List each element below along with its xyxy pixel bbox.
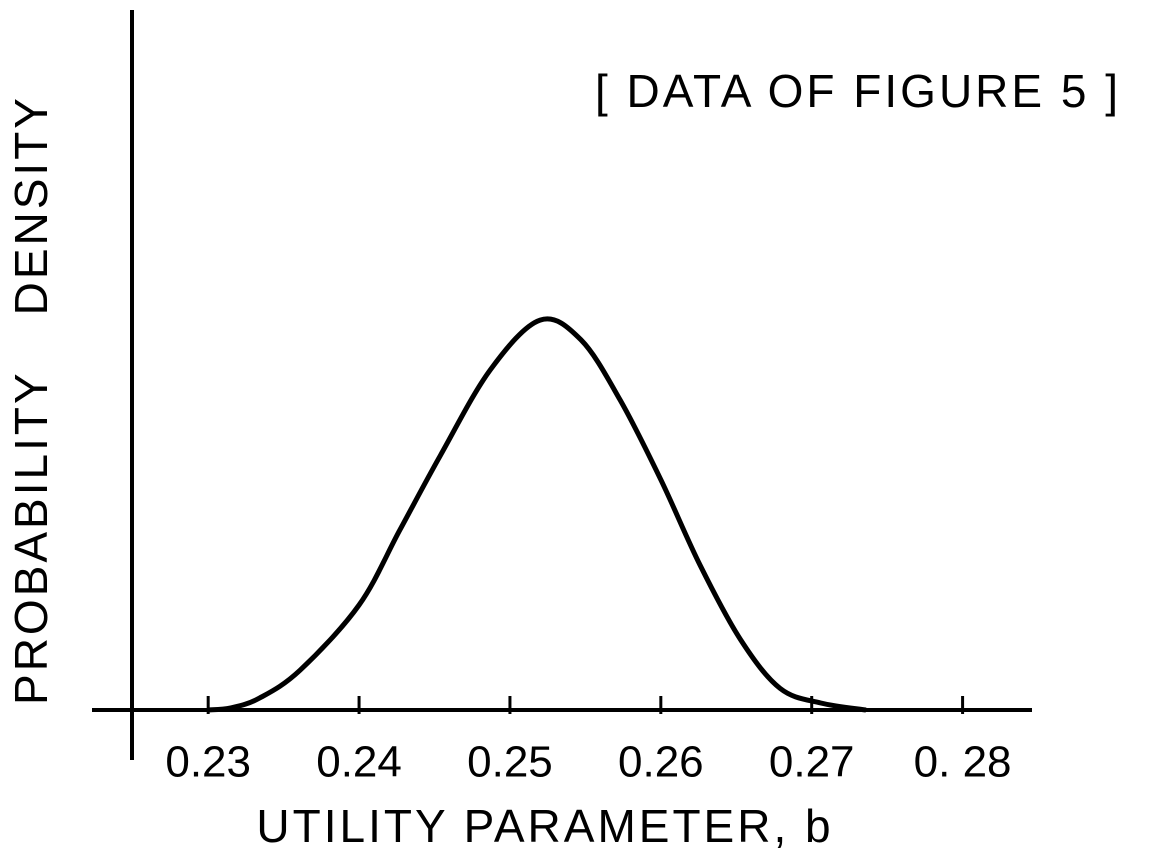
density-curve <box>207 316 867 713</box>
x-tick-label: 0.25 <box>467 738 553 787</box>
annotation: [ DATA OF FIGURE 5 ] <box>595 65 1121 117</box>
x-tick-label: 0.26 <box>618 738 704 787</box>
x-tick-label: 0.23 <box>165 738 251 787</box>
x-axis-label: UTILITY PARAMETER, b <box>256 800 833 852</box>
x-tick-label: 0. 28 <box>914 738 1012 787</box>
x-tick-label: 0.24 <box>316 738 402 787</box>
y-axis-label: PROBABILITY DENSITY <box>5 95 57 705</box>
x-tick-label: 0.27 <box>769 738 855 787</box>
